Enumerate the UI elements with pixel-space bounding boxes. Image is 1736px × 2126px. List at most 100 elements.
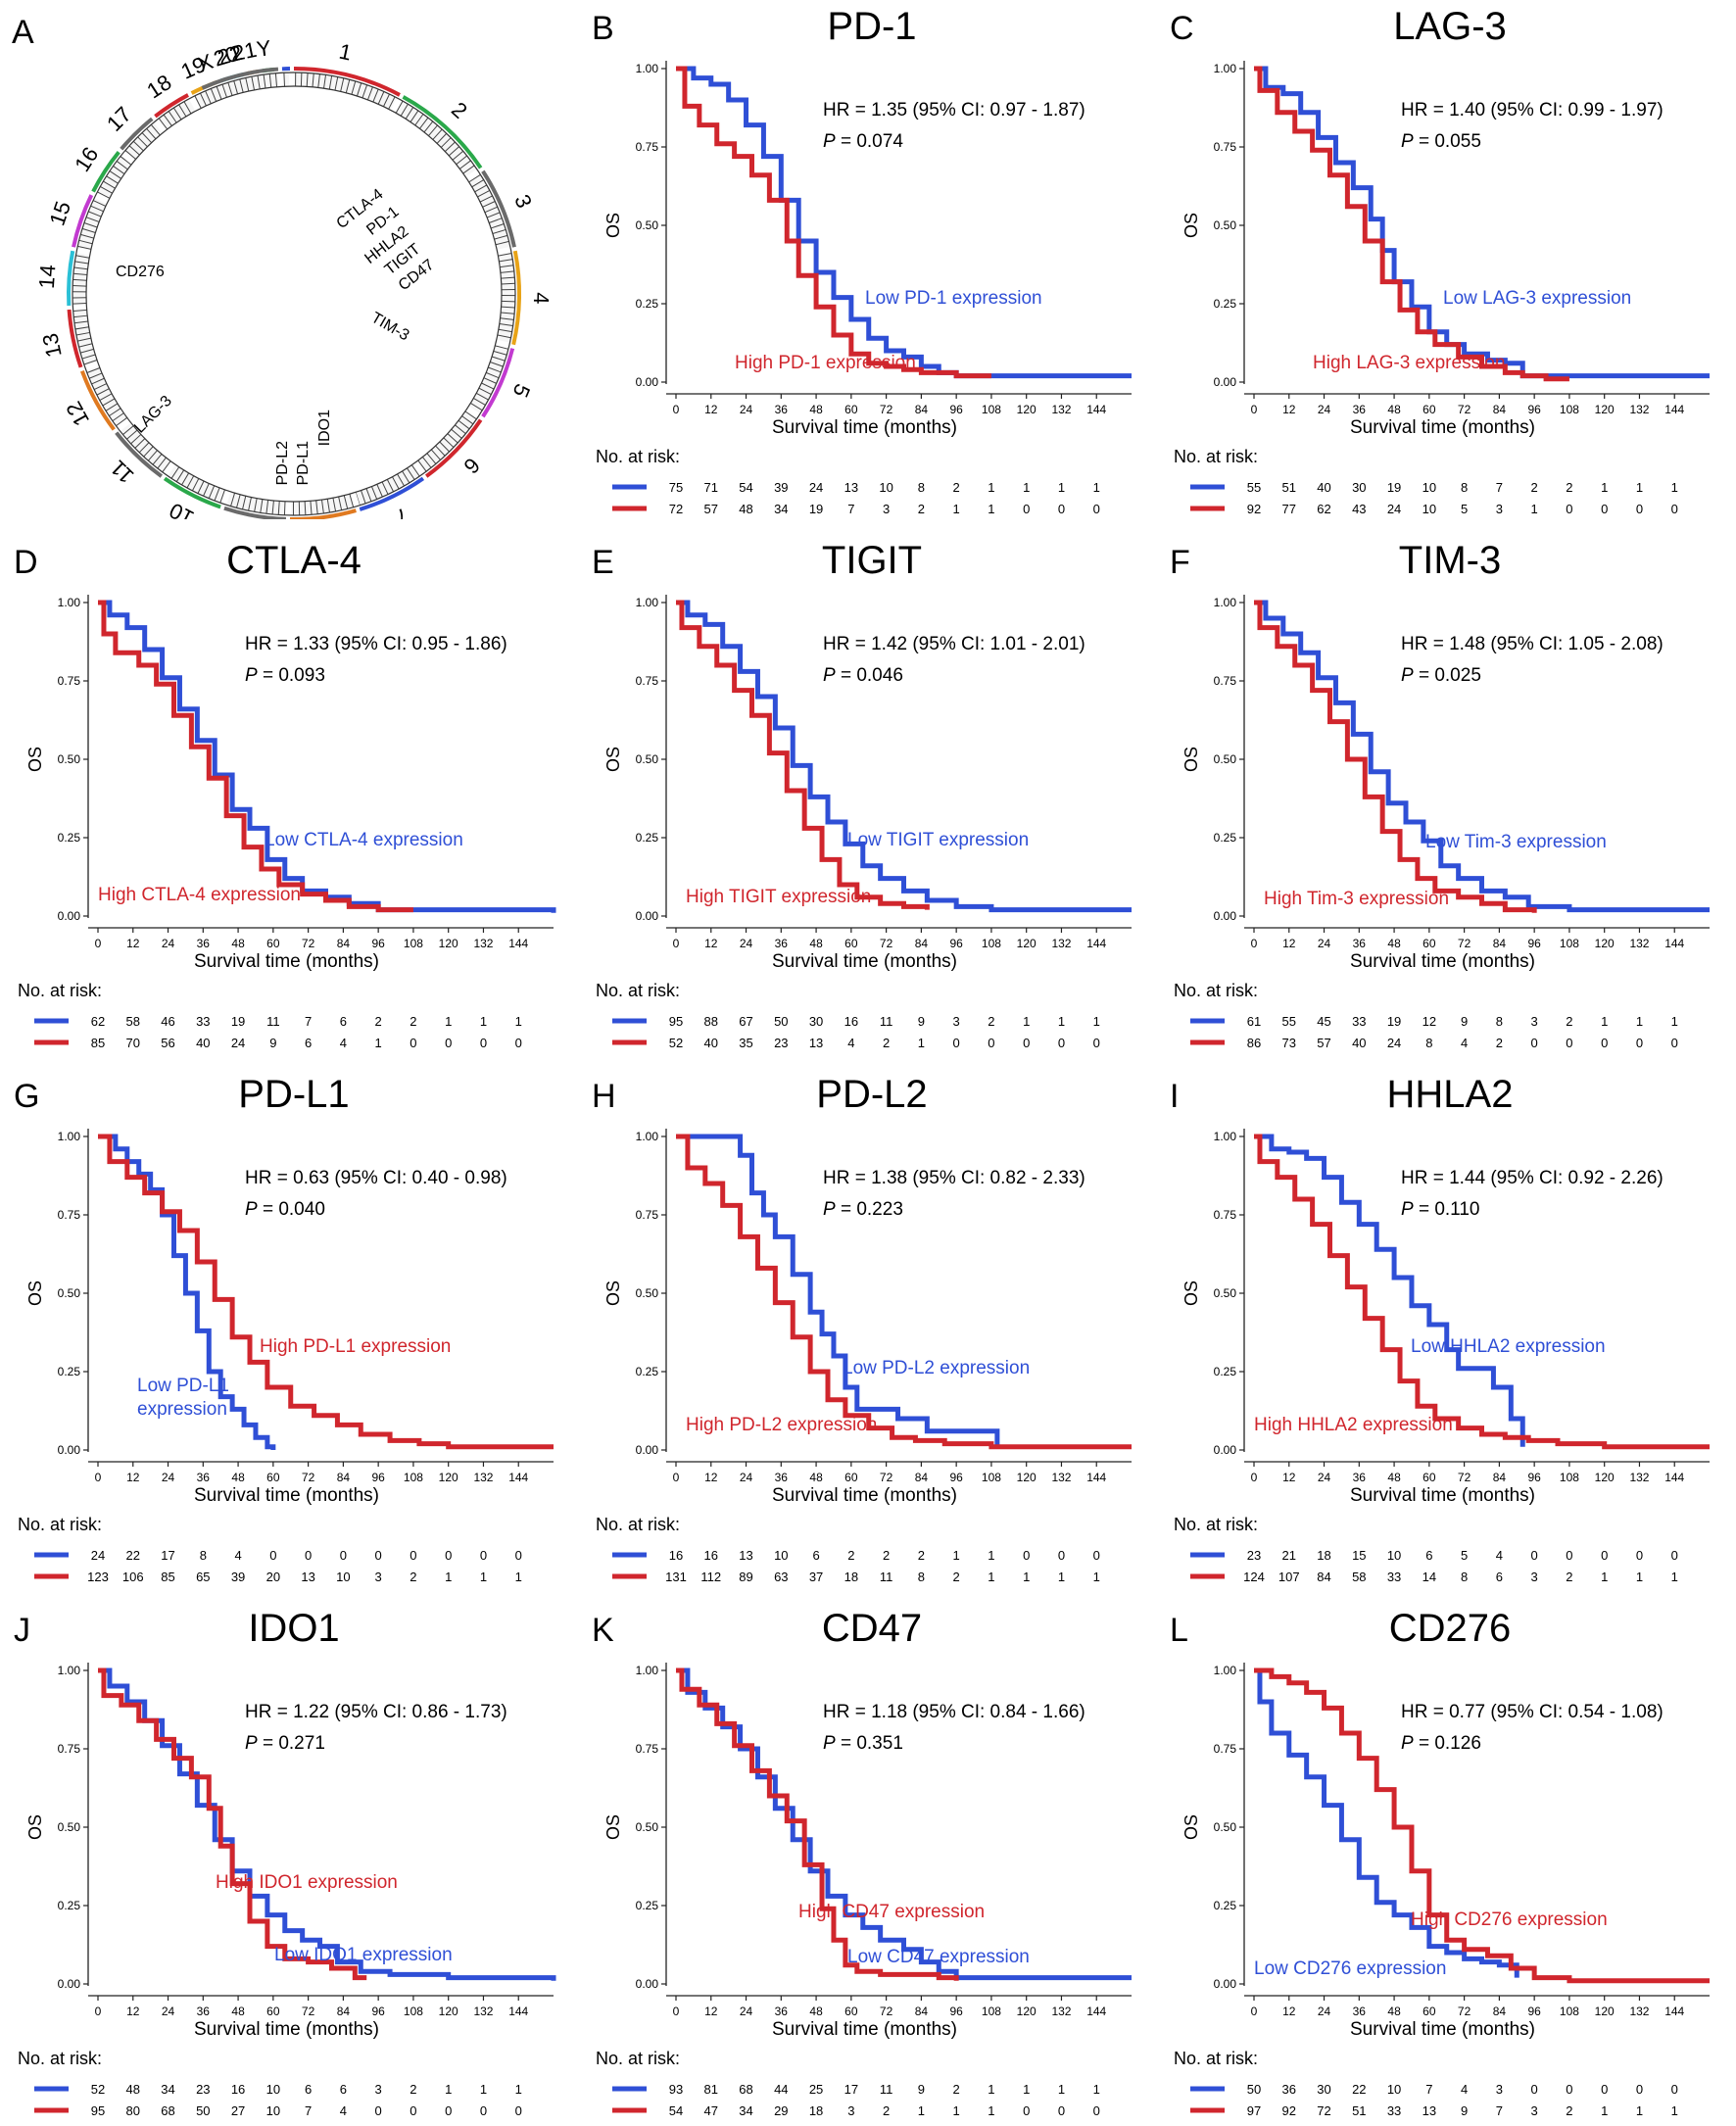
risk_low-count: 48 [126,2082,140,2097]
risk_high-count: 39 [231,1570,245,1584]
risk_low-count: 22 [1352,2082,1366,2097]
x-tick-label: 96 [1527,2005,1541,2018]
panel-letter: J [14,1612,30,1649]
y-tick-label: 0.50 [636,218,659,232]
low-expression-label: Low CD276 expression [1254,1958,1446,1979]
risk_high-count: 56 [161,1036,174,1050]
y-tick-label: 0.00 [636,375,659,389]
low-expression-label: Low Tim-3 expression [1425,832,1607,852]
risk_low-count: 1 [1093,480,1100,495]
x-tick-label: 120 [1017,403,1037,416]
risk_low-count: 0 [410,1548,416,1563]
risk_high-count: 123 [87,1570,109,1584]
risk_low-count: 6 [1425,1548,1432,1563]
risk_low-count: 1 [445,1014,452,1029]
x-tick-label: 48 [809,937,823,950]
risk_low-count: 23 [196,2082,210,2097]
x-tick-label: 72 [302,1471,315,1484]
risk_high-count: 2 [883,2103,890,2118]
risk_high-count: 57 [704,502,718,516]
risk-table-title: No. at risk: [596,981,680,1000]
y-tick-label: 0.50 [58,752,81,766]
risk_low-count: 81 [704,2082,718,2097]
risk_low-count: 7 [305,1014,312,1029]
plot-title: HHLA2 [1387,1073,1514,1116]
risk_low-count: 23 [1247,1548,1261,1563]
y-tick-label: 0.00 [1214,909,1237,923]
risk_low-count: 39 [774,480,788,495]
risk_low-count: 10 [1423,480,1436,495]
risk-table-title: No. at risk: [18,981,102,1000]
x-tick-label: 132 [1051,403,1071,416]
x-tick-label: 24 [1318,403,1331,416]
x-tick-label: 48 [231,2005,245,2018]
risk_high-count: 0 [1093,1036,1100,1050]
risk_high-count: 10 [266,2103,280,2118]
risk_high-count: 50 [196,2103,210,2118]
y-tick-label: 0.25 [1214,297,1237,311]
risk_low-count: 71 [704,480,718,495]
risk_high-count: 48 [739,502,752,516]
x-tick-label: 84 [337,937,351,950]
risk_low-count: 54 [739,480,752,495]
risk_high-count: 72 [1317,2103,1330,2118]
risk_low-count: 1 [1023,2082,1030,2097]
gene-label: PD-L1 [295,441,312,485]
panel-letter: G [14,1078,39,1115]
x-tick-label: 144 [1664,937,1684,950]
x-tick-label: 120 [1595,1471,1615,1484]
x-tick-label: 36 [197,1471,211,1484]
risk_high-count: 65 [196,1570,210,1584]
risk_high-count: 4 [340,1036,347,1050]
y-tick-label: 0.25 [636,831,659,845]
risk_low-count: 3 [953,1014,960,1029]
plot-title: PD-L1 [238,1073,349,1116]
chromosome-label: 12 [61,398,94,431]
y-axis-label: OS [603,213,623,238]
x-tick-label: 48 [1387,403,1401,416]
risk_low-count: 1 [1058,1014,1065,1029]
y-tick-label: 0.75 [58,674,81,688]
risk_low-count: 2 [883,1548,890,1563]
risk_low-count: 40 [1317,480,1330,495]
x-tick-label: 48 [231,937,245,950]
risk_low-count: 19 [1387,1014,1401,1029]
chromosome-label: 2 [447,97,472,123]
risk_high-count: 23 [774,1036,788,1050]
x-tick-label: 24 [162,1471,175,1484]
risk_low-count: 61 [1247,1014,1261,1029]
risk_high-count: 54 [669,2103,683,2118]
risk_low-count: 45 [1317,1014,1330,1029]
x-tick-label: 48 [1387,2005,1401,2018]
risk_low-count: 16 [231,2082,245,2097]
risk_high-count: 85 [161,1570,174,1584]
risk_high-count: 8 [1425,1036,1432,1050]
risk_high-count: 0 [1671,1036,1678,1050]
risk_high-count: 3 [847,2103,854,2118]
x-tick-label: 24 [740,403,753,416]
risk_low-count: 24 [91,1548,105,1563]
y-tick-label: 0.00 [1214,375,1237,389]
chromosome-label: 15 [44,198,75,228]
p-label: P [1401,1733,1414,1754]
y-tick-label: 0.50 [1214,752,1237,766]
x-tick-label: 144 [1664,2005,1684,2018]
x-tick-label: 48 [1387,1471,1401,1484]
x-tick-label: 12 [126,937,140,950]
risk_low-count: 1 [445,2082,452,2097]
risk_high-count: 1 [953,2103,960,2118]
y-axis-label: OS [1181,1280,1201,1306]
x-axis-label: Survival time (months) [772,417,957,438]
y-tick-label: 1.00 [1214,1664,1237,1677]
p-value-text: P = 0.074 [823,131,903,152]
risk_high-count: 2 [1496,1036,1503,1050]
risk_high-count: 85 [91,1036,105,1050]
risk_high-count: 0 [1058,2103,1065,2118]
risk-table-title: No. at risk: [596,1515,680,1534]
x-tick-label: 60 [266,1471,280,1484]
x-tick-label: 132 [473,2005,493,2018]
risk_high-count: 0 [445,1036,452,1050]
y-axis-label: OS [1181,213,1201,238]
x-tick-label: 24 [740,2005,753,2018]
